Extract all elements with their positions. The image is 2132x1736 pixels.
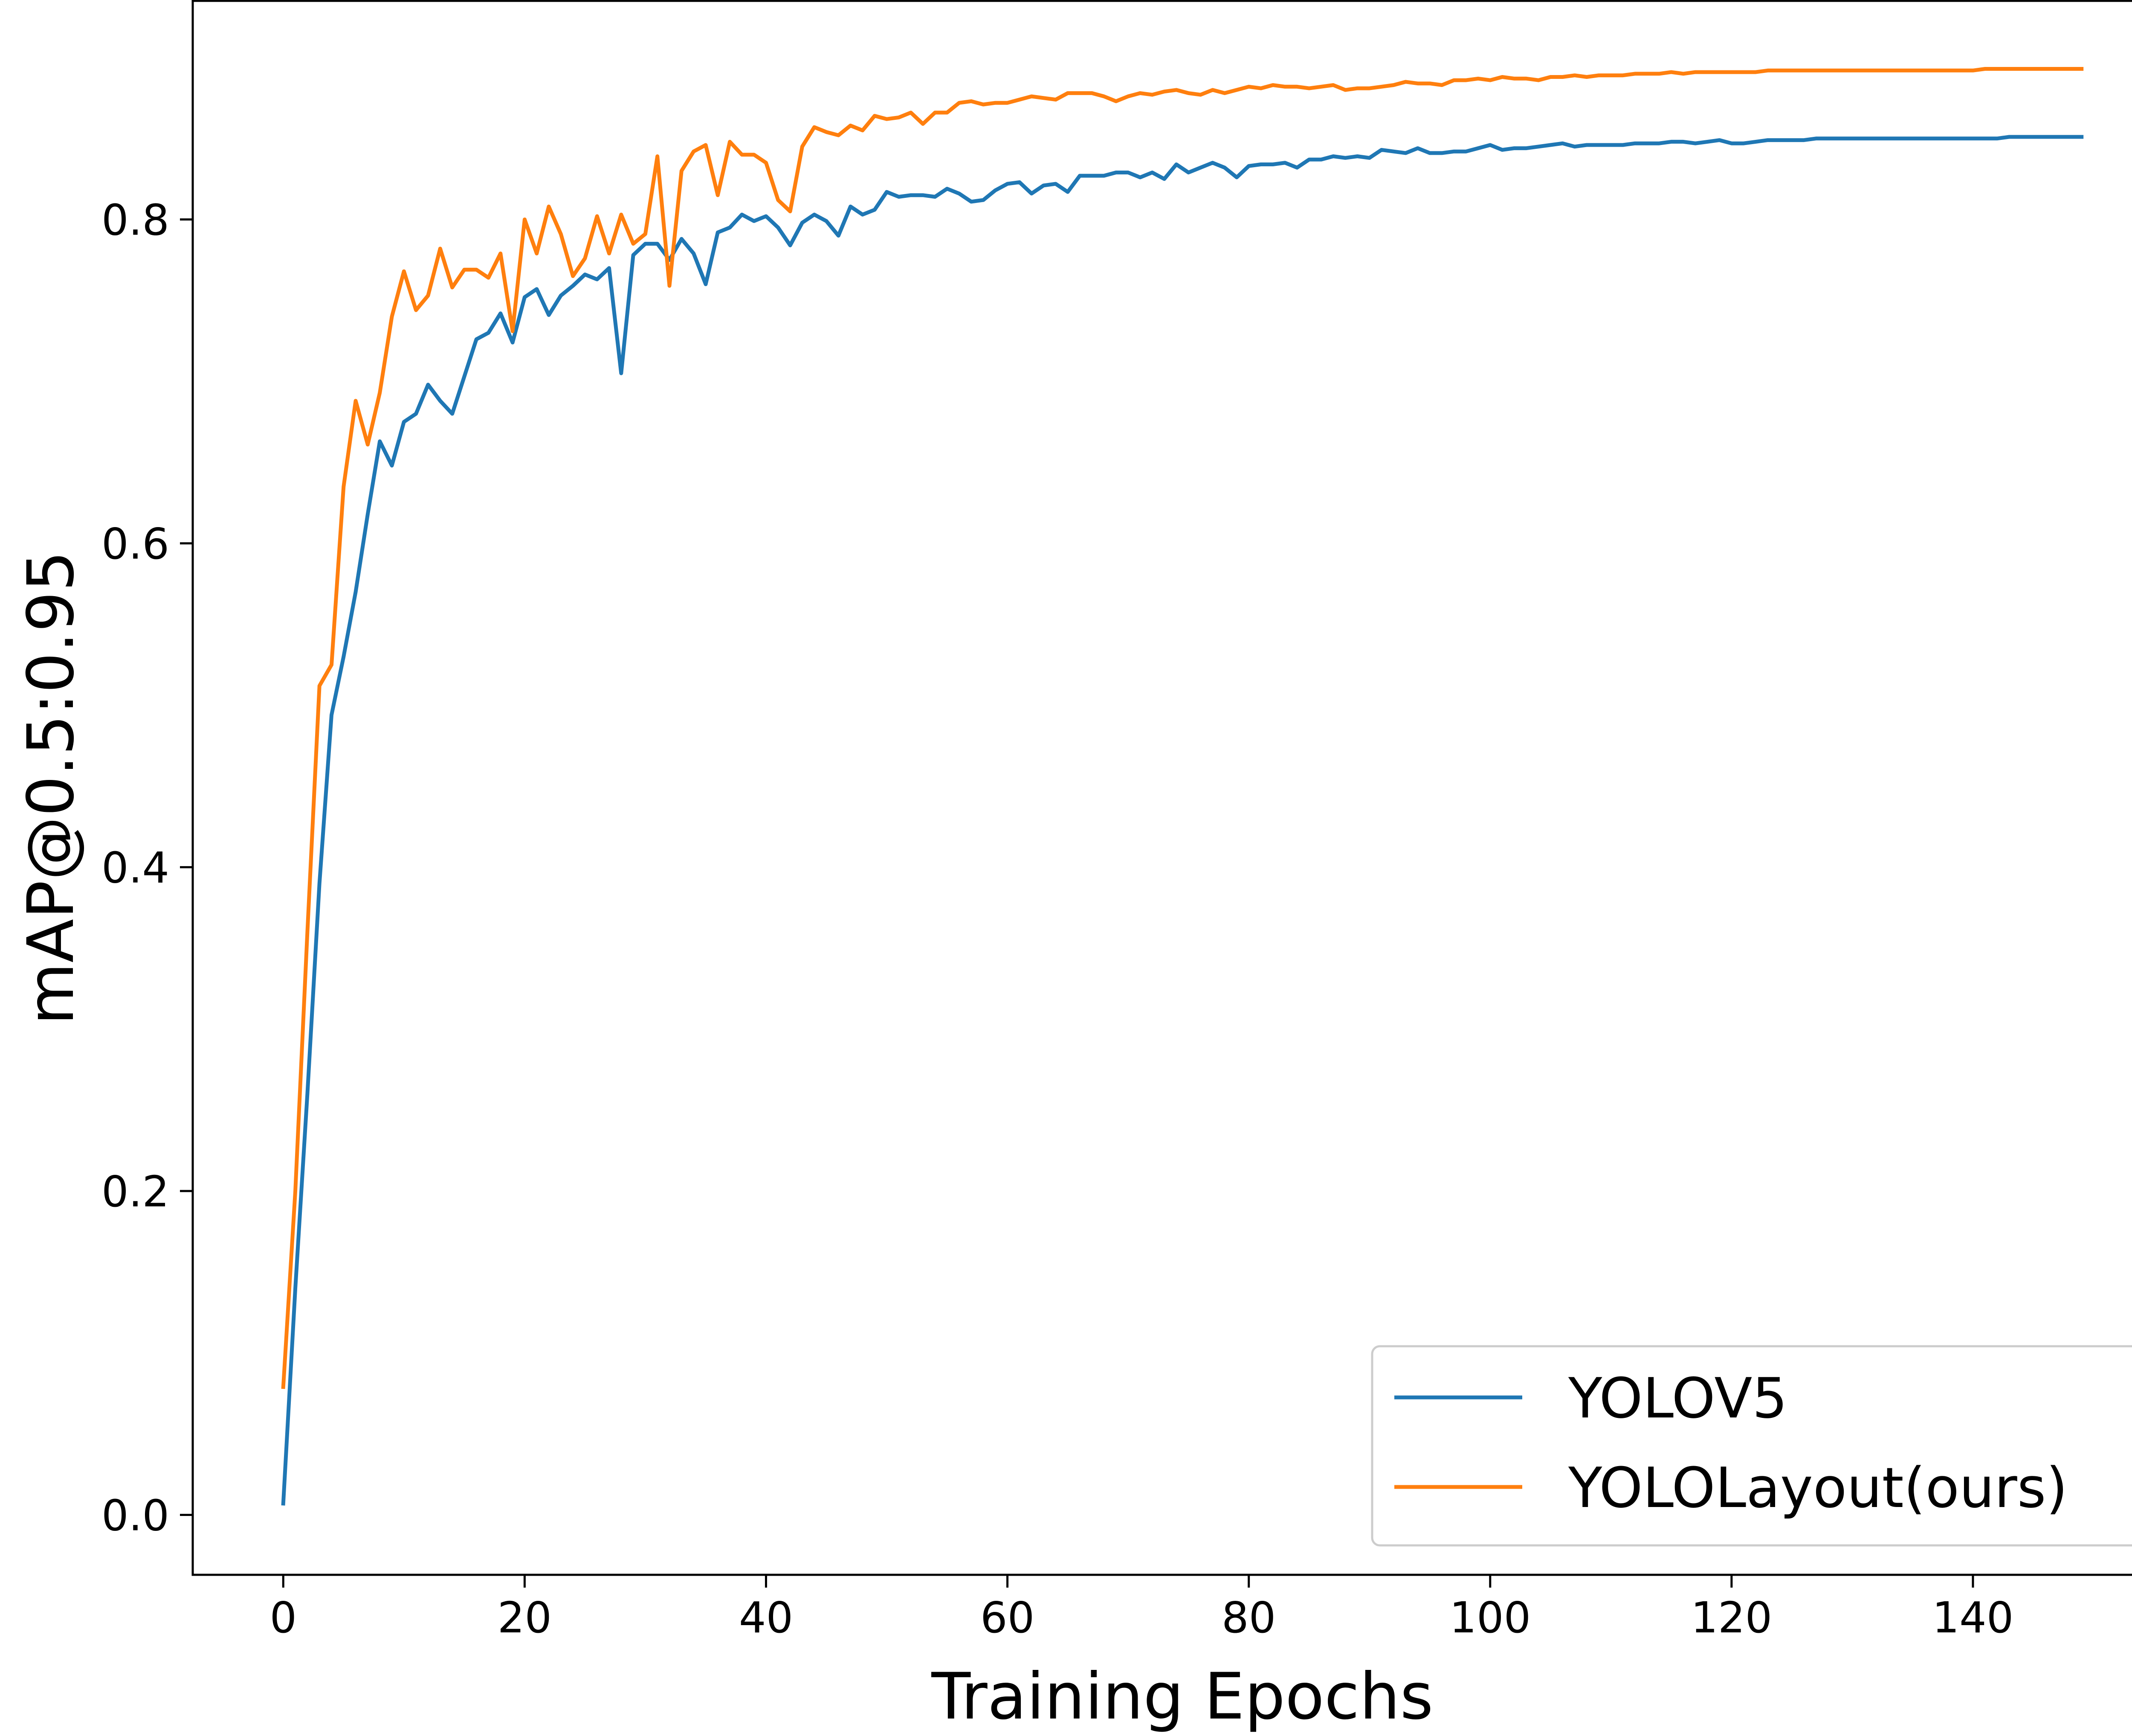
series-line (281, 67, 2084, 1389)
y-axis-ticks: 0.0 0.2 0.4 0.6 0.8 (101, 195, 193, 1540)
y-axis-title: mAP@0.5:0.95 (14, 551, 88, 1025)
series-line (281, 135, 2084, 1506)
legend-label: YOLOLayout(ours) (1568, 1455, 2068, 1520)
y-tick-label: 0.4 (101, 843, 169, 893)
x-tick-label: 20 (498, 1593, 552, 1643)
y-tick-label: 0.8 (101, 195, 169, 245)
legend-label: YOLOV5 (1568, 1366, 1787, 1431)
x-tick-label: 0 (269, 1593, 297, 1643)
plot-area-frame (191, 0, 2132, 1576)
x-axis-title: Training Epochs (931, 1660, 1433, 1734)
legend-box (1371, 1345, 2132, 1547)
series-lines (281, 67, 2084, 1506)
x-tick-label: 140 (1932, 1593, 2014, 1643)
x-tick-label: 120 (1691, 1593, 1772, 1643)
x-tick-label: 100 (1449, 1593, 1531, 1643)
x-axis-ticks: 0 20 40 60 80 100 120 140 (269, 1575, 2013, 1643)
y-tick-label: 0.2 (101, 1167, 169, 1217)
x-tick-label: 80 (1222, 1593, 1276, 1643)
y-tick-label: 0.6 (101, 519, 169, 569)
x-tick-label: 40 (739, 1593, 793, 1643)
x-tick-label: 60 (980, 1593, 1034, 1643)
y-tick-label: 0.0 (101, 1490, 169, 1540)
legend: YOLOV5 YOLOLayout(ours) (1371, 1345, 2132, 1547)
